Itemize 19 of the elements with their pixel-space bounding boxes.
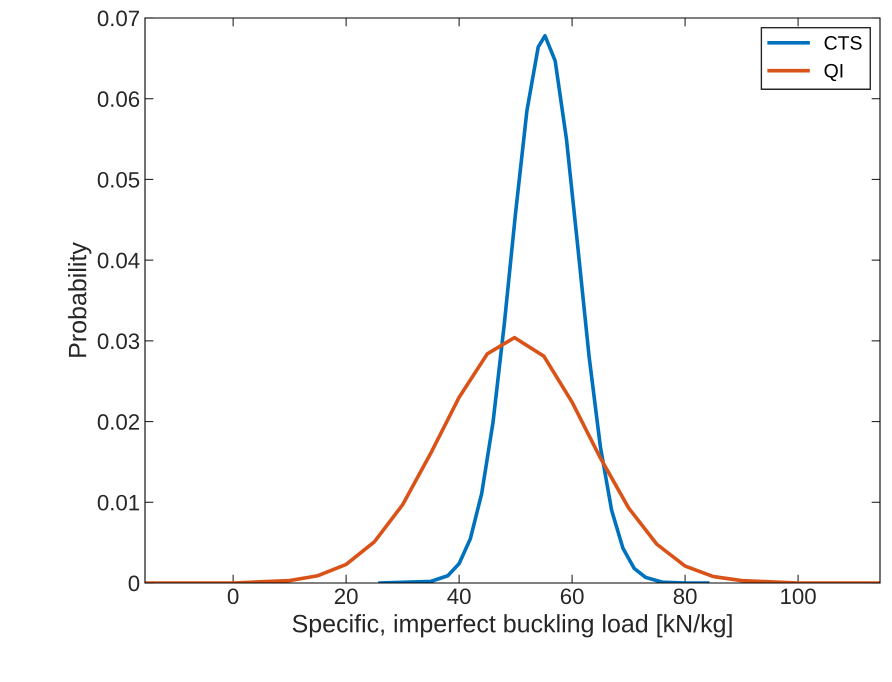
x-tick-label: 80: [674, 588, 697, 604]
x-tick-label: 100: [781, 588, 816, 604]
y-tick-label: 0.06: [98, 91, 140, 107]
y-tick-label: 0.04: [98, 252, 140, 268]
y-tick-label: 0.07: [98, 10, 140, 26]
y-tick-label: 0: [128, 576, 140, 592]
y-axis-title: Probability: [68, 242, 92, 357]
legend-label: CTS: [824, 36, 862, 50]
x-tick-label: 0: [228, 588, 238, 604]
x-tick-label: 60: [560, 588, 584, 604]
y-tick-label: 0.05: [98, 172, 140, 188]
x-axis-title: Specific, imperfect buckling load [kN/kg]: [292, 614, 732, 638]
x-tick-label: 20: [334, 588, 358, 604]
legend-label: QI: [824, 64, 842, 82]
y-tick-label: 0.03: [98, 333, 140, 350]
x-tick-label: 40: [447, 588, 471, 604]
line-series: [378, 34, 710, 583]
y-tick-label: 0.01: [98, 494, 140, 511]
y-tick-label: 0.02: [98, 414, 140, 430]
